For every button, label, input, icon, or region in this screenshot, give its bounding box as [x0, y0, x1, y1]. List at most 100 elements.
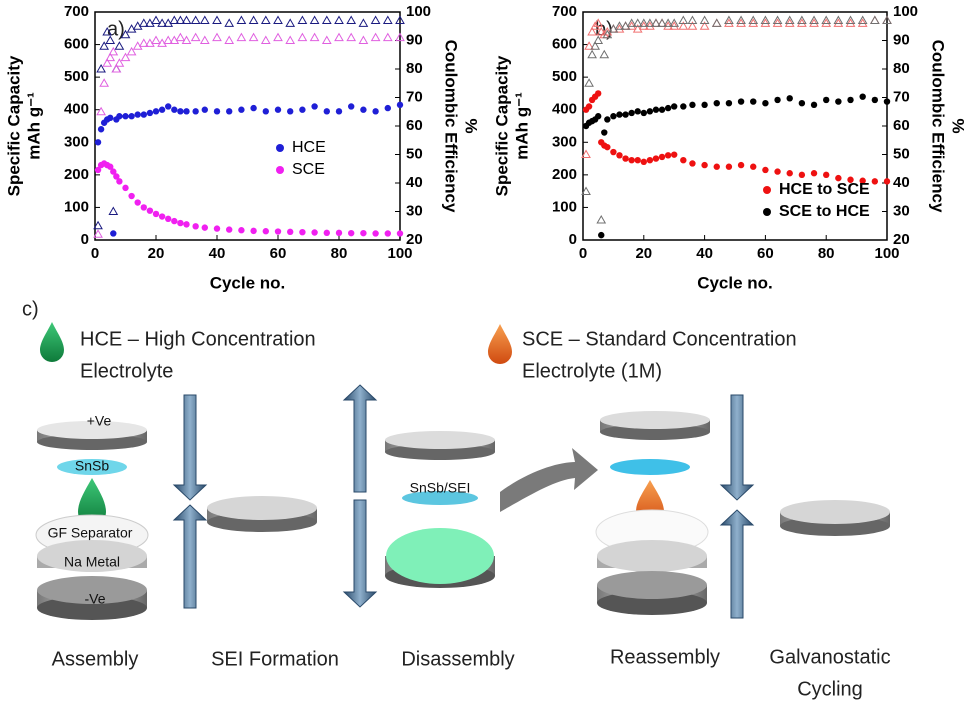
ce-marker [382, 15, 393, 25]
y2-tick-label: 60 [406, 117, 423, 134]
ce-marker [590, 21, 601, 30]
capacity-marker [177, 108, 184, 115]
ce-marker [114, 41, 125, 50]
y-tick-label: 0 [81, 231, 89, 248]
step-label: Galvanostatic [769, 646, 890, 668]
electrolyte-label: SCE – Standard Concentration [522, 328, 797, 350]
capacity-marker [201, 224, 208, 231]
capacity-marker [134, 111, 141, 118]
capacity-marker [165, 103, 172, 110]
y-tick-label: 300 [552, 133, 577, 150]
capacity-marker [335, 108, 343, 115]
ce-marker [181, 35, 192, 44]
capacity-marker [646, 157, 654, 164]
y-tick-label: 400 [552, 101, 577, 118]
disc [780, 500, 890, 536]
capacity-marker [146, 207, 154, 214]
layer-label: SnSb [75, 458, 109, 474]
drop [40, 322, 64, 362]
capacity-marker [287, 228, 294, 236]
x-tick-label: 80 [331, 245, 348, 262]
ce-marker [157, 18, 167, 27]
legend-label: SCE [292, 161, 325, 178]
disassembly: SnSb/SEI [385, 431, 495, 588]
capacity-marker [122, 184, 129, 192]
ce-marker [809, 15, 819, 25]
ce-marker [358, 18, 369, 27]
capacity-marker [823, 171, 830, 179]
electrolyte-label: Electrolyte (1M) [522, 360, 662, 382]
y-tick-label: 100 [64, 198, 89, 215]
capacity-marker [262, 108, 269, 115]
y2-tick-label: 70 [893, 88, 910, 105]
capacity-marker [372, 230, 379, 237]
capacity-marker [701, 101, 708, 109]
ce-marker [663, 18, 673, 27]
capacity-marker [640, 109, 647, 117]
capacity-marker [658, 153, 666, 161]
capacity-marker [134, 199, 141, 206]
capacity-marker [274, 106, 282, 113]
ce-marker [632, 18, 643, 27]
electrolyte-label: HCE – High Concentration [80, 328, 316, 350]
capacity-marker [646, 108, 654, 115]
ce-marker [748, 18, 759, 27]
capacity-marker [250, 227, 257, 235]
drop [488, 324, 512, 364]
layer-label: +Ve [87, 413, 112, 429]
y2-tick-label: 60 [893, 117, 910, 134]
ce-marker [581, 149, 591, 158]
ce-marker [784, 15, 795, 25]
capacity-marker [360, 229, 367, 237]
step-label: Disassembly [401, 648, 514, 670]
capacity-marker [859, 93, 866, 100]
ce-marker [108, 206, 119, 215]
capacity-marker [201, 106, 208, 113]
ce-marker [869, 15, 880, 25]
ce-marker [587, 26, 597, 36]
ce-marker [797, 15, 807, 25]
capacity-marker [128, 113, 135, 120]
y-tick-label: 500 [552, 68, 577, 85]
capacity-marker [604, 143, 611, 151]
ce-marker [687, 15, 698, 25]
capacity-marker [107, 114, 114, 122]
capacity-marker [171, 106, 178, 113]
y-axis-label: Specific Capacity [492, 55, 511, 196]
ce-marker [687, 21, 698, 30]
ce-marker [120, 52, 131, 62]
capacity-marker [287, 108, 294, 115]
ce-marker [96, 106, 106, 116]
capacity-marker [122, 113, 129, 120]
ce-marker [678, 15, 689, 25]
y2-tick-label: 80 [893, 60, 910, 77]
capacity-marker [110, 230, 117, 237]
capacity-marker [396, 101, 404, 109]
capacity-marker [165, 215, 172, 223]
ce-marker [321, 35, 332, 44]
y2-tick-label: 30 [406, 202, 423, 219]
capacity-marker [213, 225, 221, 232]
y2-tick-label: 40 [406, 174, 423, 191]
capacity-marker [859, 177, 866, 184]
capacity-marker [725, 100, 733, 107]
capacity-marker [652, 106, 660, 113]
ce-marker [236, 15, 247, 25]
capacity-marker [97, 126, 105, 133]
capacity-marker [585, 103, 593, 110]
capacity-marker [883, 98, 891, 105]
y2-tick-label: 50 [406, 145, 423, 162]
ce-marker [138, 38, 149, 47]
y2-axis-label: Coulombic Efficiency [929, 40, 948, 213]
x-tick-label: 40 [209, 245, 226, 262]
capacity-marker [680, 103, 687, 110]
ce-marker [346, 32, 357, 42]
y-tick-label: 100 [552, 198, 577, 215]
ce-marker [602, 29, 613, 39]
ce-marker [584, 41, 594, 50]
ce-marker [102, 58, 113, 67]
ce-marker [748, 15, 759, 25]
x-tick-label: 20 [148, 245, 165, 262]
ce-marker [309, 32, 320, 42]
capacity-marker [664, 104, 672, 112]
